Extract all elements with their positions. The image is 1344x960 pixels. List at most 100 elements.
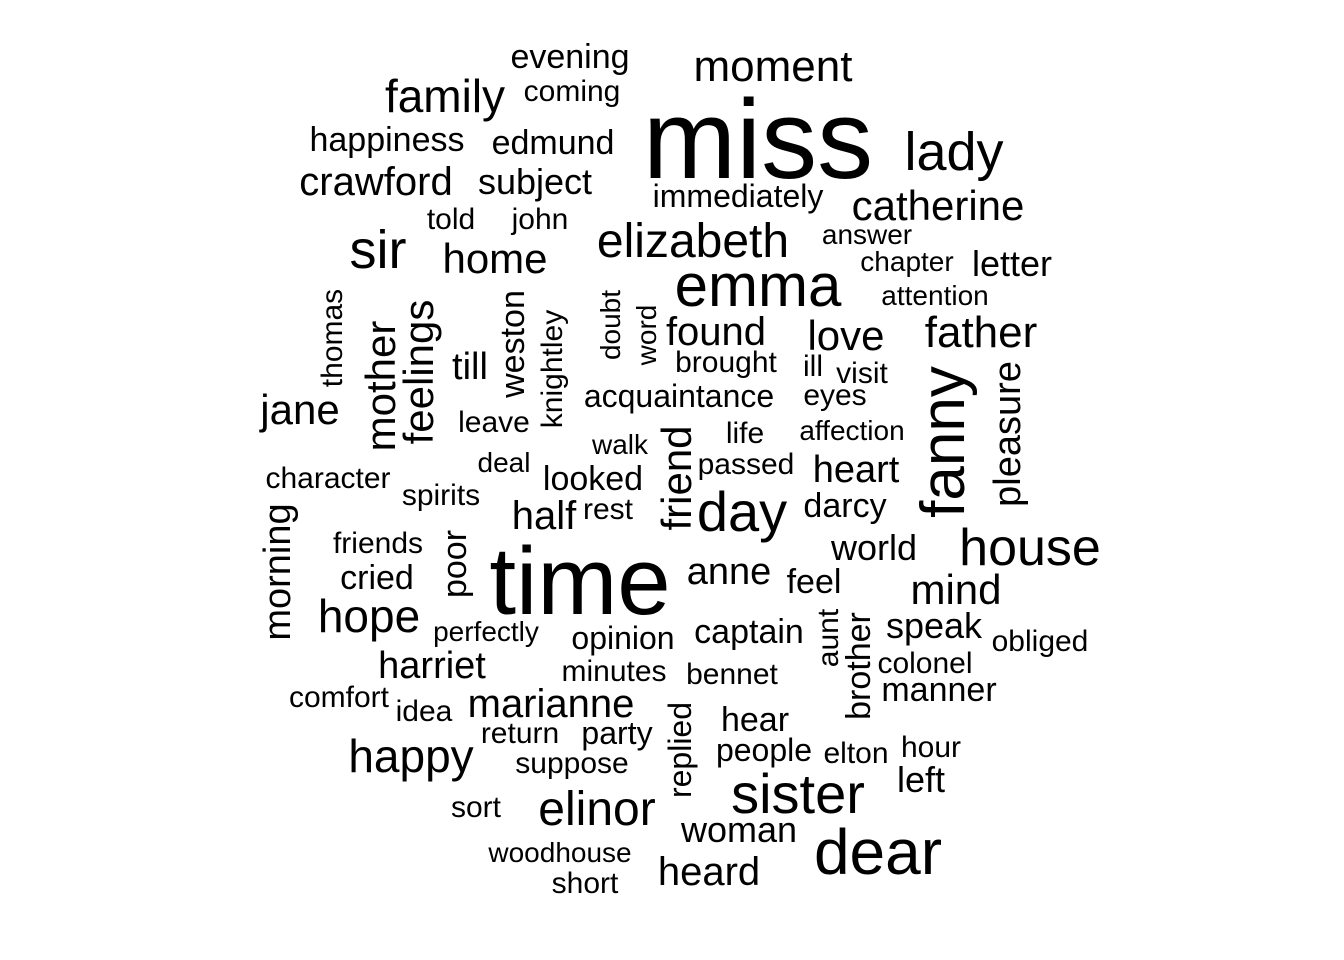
word: dear [813,816,943,888]
word: heard [657,850,761,894]
word: walk [591,429,649,460]
word: character [265,462,391,495]
word: morning [257,503,299,641]
word: hear [720,701,790,739]
word: evening [510,38,630,76]
word: left [896,759,946,800]
word: life [725,417,765,450]
word: marianne [467,682,635,726]
word: party [581,715,653,751]
word: brought [675,346,777,379]
word: pleasure [987,361,1029,507]
word: immediately [652,178,824,214]
word: aunt [812,608,845,668]
word: heart [812,449,900,491]
word: edmund [491,124,615,162]
word: affection [799,415,905,446]
word: brother [840,612,878,720]
word: sir [349,220,407,280]
word: emma [674,252,842,319]
word: home [442,235,548,282]
word: letter [971,243,1053,284]
word: eyes [803,379,867,412]
word: woodhouse [488,837,632,868]
word: visit [836,357,888,390]
word: attention [881,280,989,311]
word: answer [821,219,913,250]
word: told [426,203,476,236]
word: elton [823,737,889,770]
word: mind [910,566,1002,613]
word: elizabeth [596,215,790,268]
word: day [696,480,788,543]
word: hour [900,731,962,764]
word: deal [477,447,531,478]
word: time [489,528,671,635]
word: knightley [536,309,569,429]
word: happy [348,730,474,782]
word: lady [904,122,1004,182]
word: coming [523,75,621,108]
word: colonel [877,647,973,680]
word: fanny [909,366,978,518]
word: replied [662,701,698,799]
word: catherine [851,182,1025,229]
word: spirits [401,479,481,512]
word: return [480,717,560,750]
word: hope [317,590,421,642]
word: jane [260,386,340,433]
word: half [511,494,577,538]
word: elinor [538,783,656,836]
word: opinion [571,620,675,656]
word: leave [458,406,530,439]
word: world [830,527,918,568]
word: harriet [378,645,486,687]
word: friends [332,527,424,560]
word: passed [697,448,795,481]
word: crawford [299,160,453,204]
word: comfort [288,681,390,714]
word: short [551,867,619,900]
word: family [384,70,506,122]
word: acquaintance [583,378,775,414]
word: poor [436,529,474,599]
word: speak [885,605,983,646]
word: house [959,519,1101,577]
word: word [631,304,662,366]
word: love [807,312,885,359]
word: happiness [309,121,465,159]
word: anne [686,551,772,593]
word: cried [340,559,414,597]
word: perfectly [433,616,539,647]
word: bennet [686,658,778,691]
word: moment [693,42,853,91]
word: captain [694,613,804,651]
word: father [924,308,1038,357]
word: ill [803,350,823,383]
word: miss [642,77,874,202]
word: doubt [595,289,626,361]
word: found [665,310,767,354]
word: sister [731,762,865,825]
word: thomas [316,288,349,388]
word: sort [450,791,502,824]
word: obliged [991,625,1089,658]
word: suppose [515,747,629,780]
word: subject [477,161,593,202]
word: woman [680,809,798,850]
word: chapter [860,246,954,277]
word: weston [494,290,532,398]
word: looked [542,460,644,498]
word: john [511,203,569,236]
word: feel [786,563,842,601]
word: manner [881,671,997,709]
word: friend [653,425,700,531]
word: minutes [561,655,667,688]
word: till [452,346,488,388]
word: idea [395,695,453,728]
word: feelings [395,299,442,445]
word: darcy [803,487,887,525]
word: people [715,732,813,768]
word: rest [582,493,634,526]
